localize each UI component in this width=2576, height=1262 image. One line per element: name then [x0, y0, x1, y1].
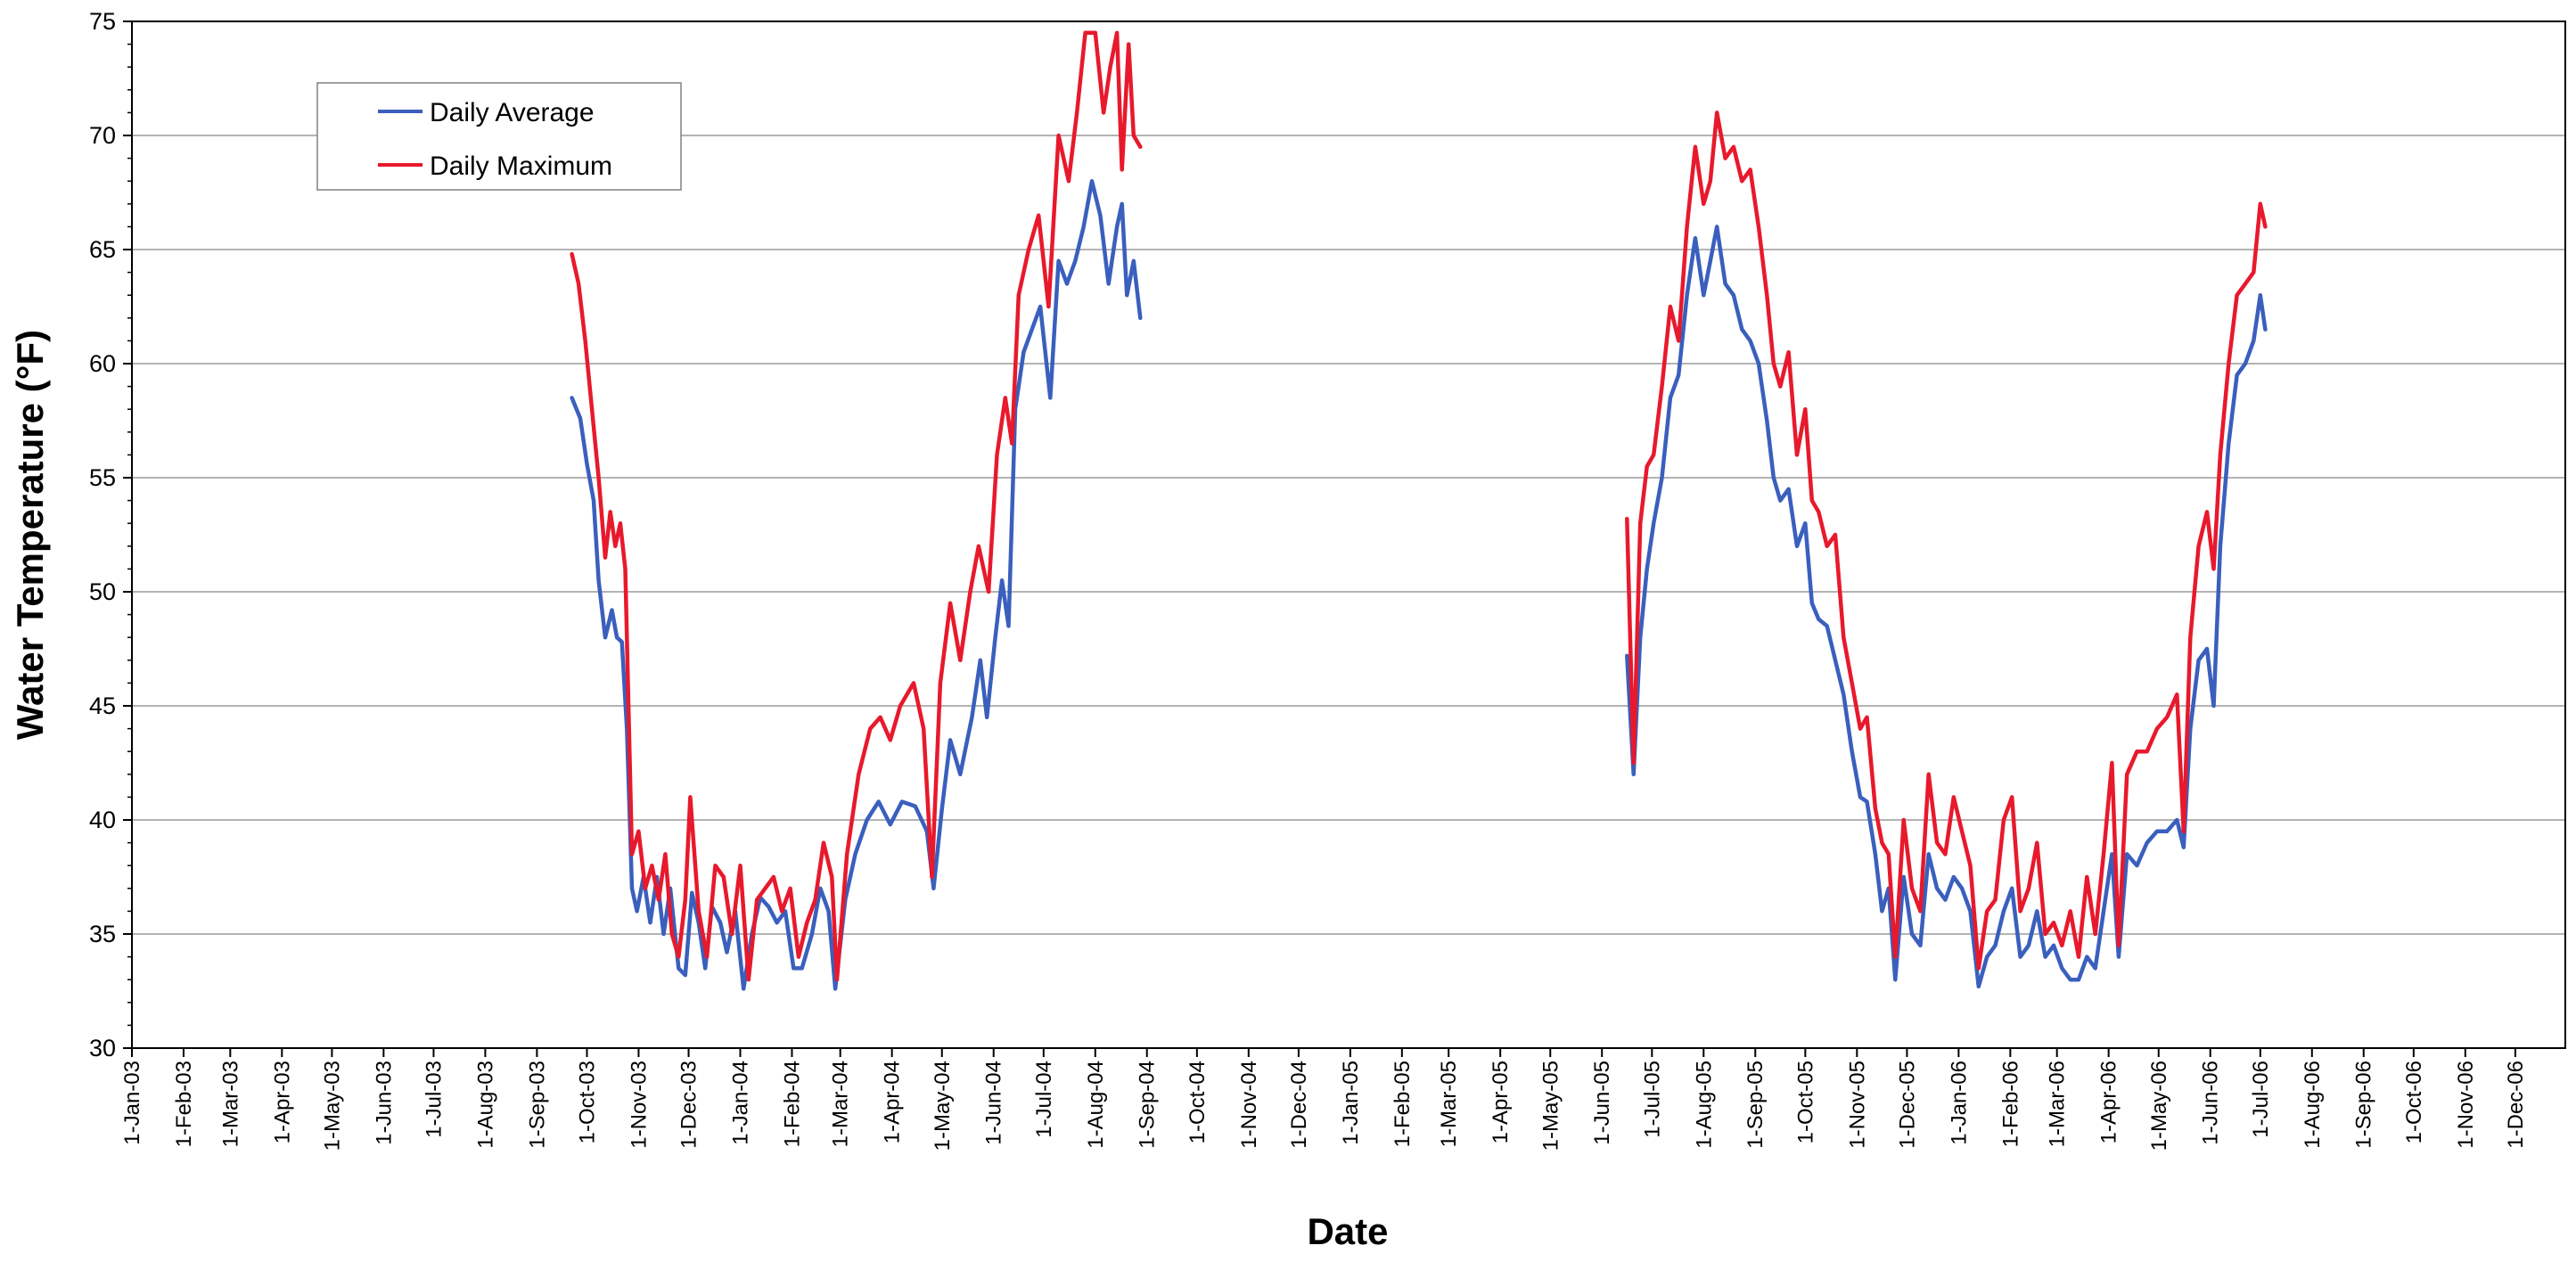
x-tick-label: 1-Mar-04: [829, 1061, 853, 1147]
legend-box: [316, 82, 682, 191]
legend: Daily Average Daily Maximum: [316, 82, 682, 191]
x-tick-label: 1-Apr-05: [1489, 1061, 1513, 1143]
x-tick-label: 1-Aug-05: [1692, 1061, 1716, 1149]
y-tick-label: 75: [89, 8, 116, 35]
x-tick-label: 1-Sep-03: [525, 1061, 549, 1149]
series-layer: [570, 30, 2268, 991]
y-tick-label: 40: [89, 807, 116, 833]
x-tick-label: 1-Jul-04: [1032, 1061, 1056, 1138]
x-tick-label: 1-Apr-03: [270, 1061, 294, 1143]
x-axis-ticks: 1-Jan-03 1-Feb-03 1-Mar-03 1-Apr-03 1-May-03…: [120, 1048, 2528, 1151]
legend-label-daily-average: Daily Average: [430, 98, 595, 127]
x-tick-label: 1-Jan-05: [1339, 1061, 1363, 1145]
x-tick-label: 1-Mar-06: [2046, 1061, 2070, 1147]
x-tick-label: 1-Feb-05: [1391, 1061, 1415, 1147]
x-tick-label: 1-Oct-03: [575, 1061, 599, 1143]
x-tick-label: 1-Jan-03: [120, 1061, 144, 1145]
x-tick-label: 1-Aug-03: [473, 1061, 497, 1149]
x-tick-label: 1-May-05: [1538, 1061, 1563, 1151]
y-tick-label: 70: [89, 122, 116, 149]
x-tick-label: 1-Jun-06: [2199, 1061, 2223, 1145]
x-tick-label: 1-May-03: [320, 1061, 344, 1151]
x-tick-label: 1-Jun-05: [1590, 1061, 1614, 1145]
x-tick-label: 1-Jul-05: [1640, 1061, 1664, 1138]
x-tick-label: 1-Mar-03: [218, 1061, 242, 1147]
y-tick-label: 45: [89, 692, 116, 719]
x-tick-label: 1-Oct-04: [1185, 1061, 1210, 1143]
x-tick-label: 1-Apr-06: [2097, 1061, 2121, 1143]
plot-frame: [131, 20, 2566, 1049]
x-tick-label: 1-Sep-06: [2352, 1061, 2376, 1149]
y-axis-title: Water Temperature (°F): [9, 330, 51, 740]
x-tick-label: 1-Oct-05: [1793, 1061, 1817, 1143]
x-tick-label: 1-Dec-03: [677, 1061, 701, 1149]
x-tick-label: 1-Dec-04: [1287, 1061, 1311, 1149]
y-tick-label: 55: [89, 464, 116, 491]
series-line-daily-average: [1625, 225, 2268, 989]
x-tick-label: 1-Jan-04: [729, 1061, 753, 1145]
x-tick-label: 1-Sep-04: [1136, 1061, 1160, 1149]
series-line-daily-maximum: [1625, 111, 2268, 971]
x-tick-label: 1-Aug-04: [1084, 1061, 1108, 1149]
x-tick-label: 1-Nov-04: [1237, 1061, 1261, 1149]
x-tick-label: 1-Jan-06: [1947, 1061, 1971, 1145]
y-axis-ticks: 30 35 40 45 50 55 60 65 70 75: [89, 8, 132, 1061]
x-tick-label: 1-Sep-05: [1743, 1061, 1768, 1149]
x-tick-label: 1-Oct-06: [2402, 1061, 2426, 1143]
x-tick-label: 1-Jul-03: [422, 1061, 446, 1138]
x-tick-label: 1-May-04: [931, 1061, 955, 1151]
y-tick-label: 60: [89, 350, 116, 377]
x-tick-label: 1-Dec-06: [2504, 1061, 2528, 1149]
x-tick-label: 1-May-06: [2147, 1061, 2171, 1151]
series-line-daily-average: [570, 178, 1143, 991]
x-tick-label: 1-Aug-06: [2301, 1061, 2325, 1149]
y-tick-label: 50: [89, 578, 116, 605]
y-tick-label: 35: [89, 921, 116, 947]
x-tick-label: 1-Feb-03: [172, 1061, 196, 1147]
x-axis-title: Date: [1307, 1210, 1388, 1252]
legend-label-daily-maximum: Daily Maximum: [430, 152, 612, 181]
x-tick-label: 1-Feb-04: [780, 1061, 804, 1147]
x-tick-label: 1-Dec-05: [1895, 1061, 1919, 1149]
y-tick-label: 65: [89, 236, 116, 263]
x-tick-label: 1-Apr-04: [881, 1061, 905, 1143]
x-tick-label: 1-Nov-03: [627, 1061, 651, 1149]
x-tick-label: 1-Jun-04: [982, 1061, 1006, 1145]
x-tick-label: 1-Jun-03: [372, 1061, 396, 1145]
series-line-daily-maximum: [570, 30, 1143, 982]
x-tick-label: 1-Feb-06: [1998, 1061, 2022, 1147]
x-tick-label: 1-Nov-06: [2454, 1061, 2478, 1149]
x-tick-label: 1-Mar-05: [1437, 1061, 1461, 1147]
y-tick-label: 30: [89, 1035, 116, 1061]
x-tick-label: 1-Jul-06: [2249, 1061, 2273, 1138]
x-tick-label: 1-Nov-05: [1845, 1061, 1869, 1149]
